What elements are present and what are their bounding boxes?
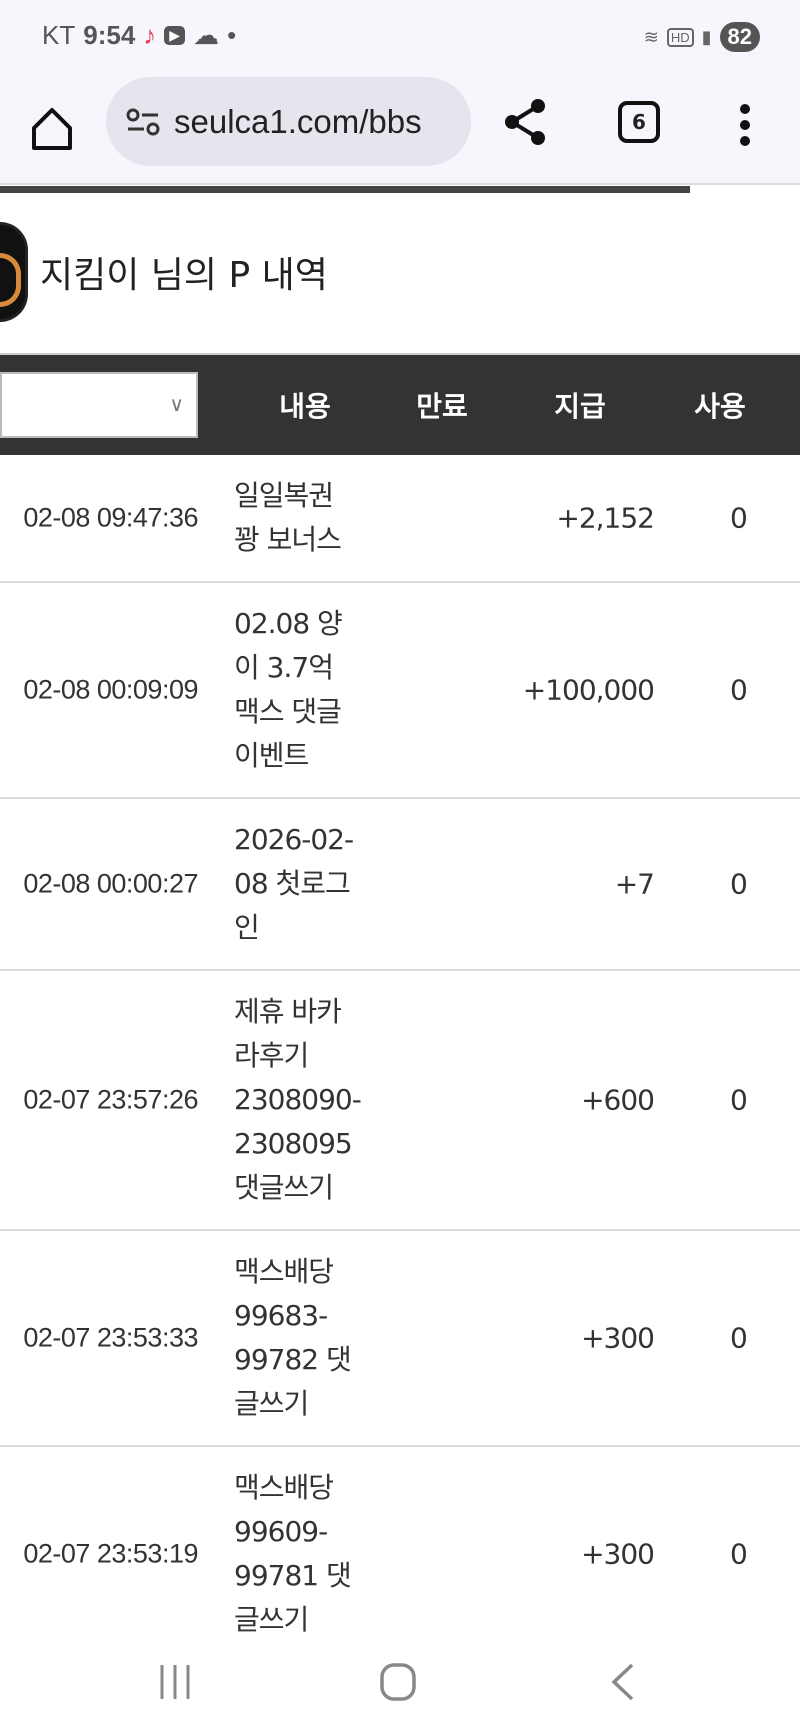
avatar [0,222,28,322]
tiktok-icon: ♪ [143,20,157,50]
battery-level: 82 [719,22,760,52]
content-line: 라후기 [234,1039,309,1072]
content-line: 맥스배당 [234,1471,334,1504]
content-line: 2026-02- [234,823,354,856]
row-used: 0 [730,501,748,535]
back-icon[interactable] [608,1662,638,1702]
row-used: 0 [730,867,748,901]
header-used: 사용 [694,390,746,423]
page-title: 지킴이 님의 P 내역 [40,255,328,296]
content-line: 이벤트 [234,739,309,772]
browser-toolbar: seulca1.com/bbs 6 [0,76,800,185]
signal-icon: ▮ [701,26,712,47]
content-line: 08 첫로그 [234,867,351,900]
page-divider [0,186,690,193]
cloud-icon: ☁ [193,20,220,50]
more-menu-icon[interactable] [738,103,752,147]
row-amount: +100,000 [522,673,655,707]
content-line: 99683- [234,1299,328,1332]
system-nav-bar [0,1640,800,1734]
content-line: 2308090- [234,1083,362,1116]
row-date: 02-07 23:57:26 [23,1084,198,1115]
status-bar: KT 9:54 ♪ ▶ ☁ • ≋ HD ▮ 82 [0,0,800,76]
header-expiry: 만료 [416,390,468,423]
dot-icon: • [227,20,237,50]
address-bar[interactable]: seulca1.com/bbs [106,77,471,166]
recent-apps-icon[interactable] [158,1662,192,1702]
row-used: 0 [730,1537,748,1571]
wifi-icon: ≋ [643,26,659,47]
youtube-icon: ▶ [164,26,186,45]
row-amount: +300 [581,1321,655,1355]
content-line: 99781 댓 [234,1559,352,1592]
content-line: 제휴 바카 [234,995,342,1028]
home-icon[interactable] [22,98,82,158]
row-date: 02-08 00:00:27 [23,868,198,899]
content-line: 이 3.7억 [234,651,334,684]
content-line: 댓글쓰기 [234,1171,334,1204]
header-paid: 지급 [554,390,606,423]
carrier: KT [42,20,76,50]
hd-icon: HD [666,27,694,47]
row-used: 0 [730,1083,748,1117]
content-line: 글쓰기 [234,1387,309,1420]
row-date: 02-07 23:53:33 [23,1322,198,1353]
row-date: 02-08 09:47:36 [23,502,198,533]
content-line: 맥스 댓글 [234,695,342,728]
content-line: 맥스배당 [234,1255,334,1288]
home-nav-icon[interactable] [378,1662,418,1702]
content-line: 일일복권 [234,479,334,512]
tab-switcher-button[interactable]: 6 [618,101,660,143]
row-used: 0 [730,1321,748,1355]
url-text: seulca1.com/bbs [174,102,422,140]
row-amount: +2,152 [556,501,655,535]
content-line: 꽝 보너스 [234,523,342,556]
content-line: 인 [234,911,260,944]
table-header: ∨ 내용 만료 지급 사용 [0,353,800,455]
content-line: 99782 댓 [234,1343,352,1376]
row-amount: +7 [614,867,655,901]
row-date: 02-07 23:53:19 [23,1538,198,1569]
content-line: 99609- [234,1515,328,1548]
clock: 9:54 [83,20,136,50]
row-date: 02-08 00:09:09 [23,674,198,705]
filter-select[interactable]: ∨ [0,372,198,438]
content-line: 글쓰기 [234,1603,309,1636]
row-amount: +300 [581,1537,655,1571]
header-content: 내용 [279,390,331,423]
site-settings-icon[interactable] [126,108,160,136]
content-line: 2308095 [234,1127,353,1160]
share-icon[interactable] [500,96,550,148]
chevron-down-icon: ∨ [169,392,184,416]
content-line: 02.08 양 [234,607,343,640]
row-used: 0 [730,673,748,707]
row-amount: +600 [581,1083,655,1117]
